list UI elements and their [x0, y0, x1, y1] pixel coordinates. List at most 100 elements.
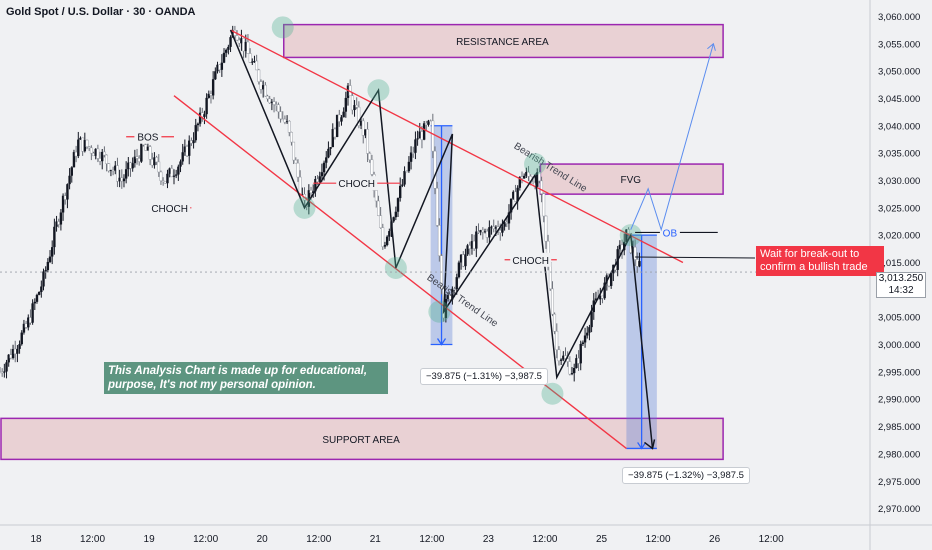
highlight-circle [271, 16, 294, 39]
candle-body [409, 152, 413, 162]
y-tick-label: 3,005.000 [878, 313, 920, 324]
candle-body [257, 69, 261, 82]
candle-body [66, 184, 69, 200]
candle-body [590, 312, 593, 328]
structure-label-bg [659, 225, 680, 240]
candle-body [16, 348, 19, 354]
y-tick-label: 2,995.000 [878, 367, 920, 378]
candle-body [174, 174, 178, 176]
zone-label: FVG [620, 175, 641, 186]
candle-body [7, 354, 10, 363]
candle-body [401, 184, 404, 186]
candle-body [222, 52, 226, 63]
structure-label-bg [510, 252, 552, 267]
candle-body [505, 221, 509, 224]
candle-body [359, 120, 363, 126]
candle-body [166, 173, 169, 184]
candle-body [383, 245, 387, 247]
highlight-circle [619, 224, 642, 247]
zone-box [0, 417, 724, 461]
candle-body [414, 139, 417, 153]
candle-body [146, 146, 150, 151]
candle-body [22, 323, 26, 333]
candle-body [307, 190, 311, 207]
candle-body [253, 60, 256, 62]
candle-body [422, 123, 426, 140]
candle-body [394, 211, 398, 218]
candle-body [189, 140, 193, 144]
candle-body [537, 171, 541, 182]
candle-body [407, 161, 411, 172]
candle-body [285, 121, 289, 123]
candle-body [79, 137, 82, 140]
candle-body [276, 104, 280, 113]
candle-body [346, 85, 350, 98]
candle-body [557, 349, 561, 362]
candle-body [298, 176, 302, 196]
candle-body [494, 226, 498, 229]
candle-body [468, 245, 472, 249]
candle-body [251, 61, 254, 63]
candle-body [568, 361, 572, 375]
candle-body [485, 231, 489, 238]
last-price-tag: 3,013.250 14:32 [876, 272, 926, 298]
y-tick-label: 3,020.000 [878, 231, 920, 242]
highlight-circle [524, 153, 547, 176]
candle-body [53, 226, 56, 248]
candle-body [183, 146, 187, 153]
candle-body [246, 41, 250, 54]
swing-arrow-head [644, 439, 656, 450]
candle-body [420, 131, 424, 140]
candle-body [211, 79, 215, 96]
y-tick-label: 3,025.000 [878, 203, 920, 214]
candle-body [144, 144, 148, 151]
candle-body [605, 275, 609, 283]
candle-body [107, 163, 111, 172]
projection-path [630, 43, 714, 232]
symbol-title[interactable]: Gold Spot / U.S. Dollar · 30 · OANDA [6, 6, 196, 18]
x-tick-label: 21 [370, 534, 382, 545]
x-tick-label: 12:00 [759, 534, 784, 545]
candle-body [11, 349, 15, 358]
candle-body [435, 187, 439, 226]
candle-body [536, 172, 539, 187]
zone-label: RESISTANCE AREA [456, 37, 549, 48]
candle-body [381, 227, 385, 247]
candle-body [309, 189, 313, 194]
candle-body [455, 277, 458, 290]
x-tick-label: 12:00 [646, 534, 671, 545]
candle-body [0, 371, 4, 374]
candle-body [31, 303, 34, 323]
x-tick-label: 12:00 [419, 534, 444, 545]
candle-body [314, 178, 317, 192]
candle-body [325, 157, 328, 163]
candle-body [379, 215, 383, 228]
candle-body [609, 273, 613, 286]
candle-body [242, 37, 246, 52]
candle-body [102, 151, 106, 156]
candle-body [153, 157, 156, 166]
candle-body [205, 97, 208, 115]
y-tick-label: 3,000.000 [878, 340, 920, 351]
x-tick-label: 18 [30, 534, 42, 545]
candle-body [453, 288, 457, 291]
y-tick-label: 3,030.000 [878, 176, 920, 187]
structure-label: OB [663, 228, 678, 239]
candle-body [625, 229, 628, 242]
candle-body [581, 342, 585, 345]
last-price: 3,013.250 [878, 273, 924, 284]
candle-body [290, 132, 293, 143]
candle-body [229, 37, 232, 47]
candle-body [81, 137, 85, 152]
y-tick-label: 3,015.000 [878, 258, 920, 269]
candle-body [255, 60, 259, 71]
candle-body [490, 226, 493, 228]
x-tick-label: 26 [709, 534, 721, 545]
candle-body [374, 190, 378, 202]
candle-body [562, 355, 565, 360]
zone-box [539, 163, 724, 195]
candle-body [418, 131, 421, 139]
x-tick-label: 19 [144, 534, 156, 545]
candle-body [516, 187, 519, 202]
x-tick-label: 20 [257, 534, 269, 545]
